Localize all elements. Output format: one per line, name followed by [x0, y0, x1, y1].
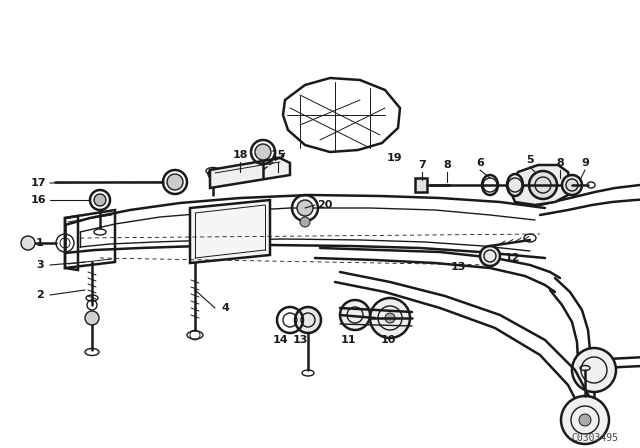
Text: 7: 7	[418, 160, 426, 170]
Text: 1: 1	[36, 238, 44, 248]
Text: 9: 9	[581, 158, 589, 168]
Text: 15: 15	[270, 150, 285, 160]
Text: 8: 8	[556, 158, 564, 168]
Text: 16: 16	[30, 195, 46, 205]
Text: 6: 6	[476, 158, 484, 168]
Circle shape	[562, 175, 582, 195]
Circle shape	[480, 246, 500, 266]
Circle shape	[572, 348, 616, 392]
Text: 13: 13	[292, 335, 308, 345]
Text: 2: 2	[36, 290, 44, 300]
Text: 11: 11	[340, 335, 356, 345]
Circle shape	[297, 200, 313, 216]
Polygon shape	[510, 165, 570, 205]
Text: 14: 14	[272, 335, 288, 345]
Circle shape	[340, 300, 370, 330]
Polygon shape	[415, 178, 427, 192]
Circle shape	[295, 307, 321, 333]
Circle shape	[255, 144, 271, 160]
Text: 19: 19	[387, 153, 403, 163]
Text: 17: 17	[30, 178, 45, 188]
Circle shape	[167, 174, 183, 190]
Text: 4: 4	[221, 303, 229, 313]
Ellipse shape	[507, 174, 523, 196]
Circle shape	[529, 171, 557, 199]
Circle shape	[300, 217, 310, 227]
Text: 10: 10	[380, 335, 396, 345]
Circle shape	[561, 396, 609, 444]
Text: C0303495: C0303495	[572, 433, 618, 443]
Text: 3: 3	[36, 260, 44, 270]
Circle shape	[85, 311, 99, 325]
Text: 8: 8	[443, 160, 451, 170]
Circle shape	[385, 313, 395, 323]
Circle shape	[370, 298, 410, 338]
Circle shape	[208, 169, 218, 179]
Text: 12: 12	[504, 253, 520, 263]
Circle shape	[21, 236, 35, 250]
Circle shape	[579, 414, 591, 426]
Text: 13: 13	[451, 262, 466, 272]
Polygon shape	[210, 158, 290, 188]
Circle shape	[94, 194, 106, 206]
Polygon shape	[190, 200, 270, 263]
Text: 5: 5	[526, 155, 534, 165]
Text: 18: 18	[232, 150, 248, 160]
Text: 20: 20	[317, 200, 333, 210]
